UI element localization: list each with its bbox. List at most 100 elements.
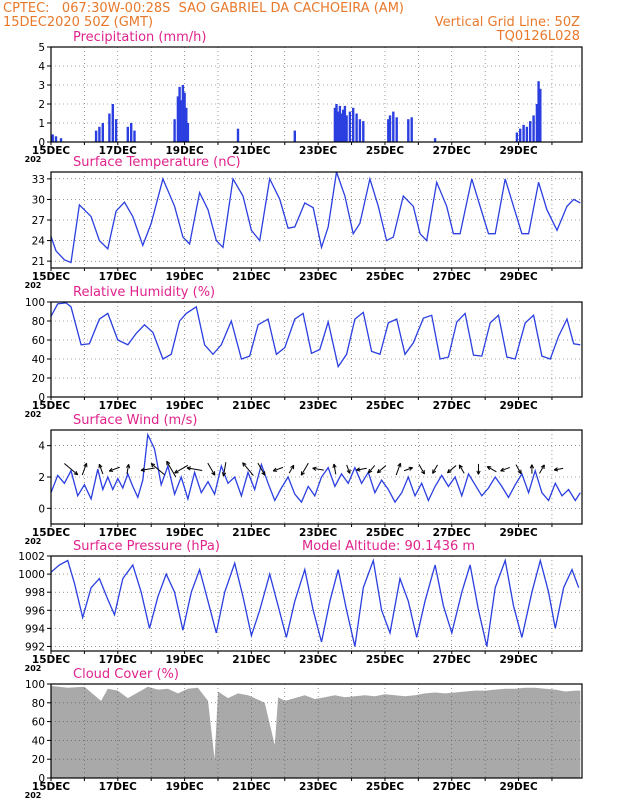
y-tick-label: 24 <box>32 236 46 248</box>
precip-bar <box>54 136 58 142</box>
x-tick-label: 23DEC <box>299 145 338 157</box>
wind-arrow-head <box>377 471 382 474</box>
y-tick-label: 40 <box>32 735 45 747</box>
wind-arrow <box>126 464 130 475</box>
precip-bar <box>522 124 525 142</box>
wind-arrow <box>487 466 497 473</box>
precip-bar <box>387 119 390 142</box>
x-tick-label: 17DEC <box>99 527 138 539</box>
wind-arrow <box>98 464 104 475</box>
x-tick-label: 27DEC <box>433 781 472 793</box>
precip-bar <box>345 115 348 142</box>
wind-arrow-head <box>486 466 490 471</box>
x-tick-label: 19DEC <box>165 527 204 539</box>
x-tick-label: 19DEC <box>165 781 204 793</box>
precip-bar <box>335 104 338 142</box>
precip-bar <box>126 126 129 142</box>
y-tick-label: 100 <box>25 679 45 691</box>
wind-arrow <box>368 465 376 474</box>
precip-bar <box>535 104 539 142</box>
precip-bar <box>114 119 118 142</box>
y-tick-label: 1 <box>38 118 45 130</box>
y-tick-label: 1002 <box>18 551 45 563</box>
precip-bar <box>358 119 362 142</box>
precip-bar <box>515 132 519 142</box>
wind-arrow-head <box>409 467 413 471</box>
precip-bar <box>94 130 98 142</box>
wind-arrow-head <box>272 467 277 472</box>
wind-arrow-head <box>333 463 337 468</box>
precip-bar <box>539 88 542 142</box>
y-tick-label: 80 <box>32 316 45 328</box>
precip-bar <box>407 119 410 142</box>
wind-arrow-head <box>356 467 360 471</box>
panel-title: Surface Temperature (nC) <box>73 155 241 170</box>
x-tick-label: 29DEC <box>499 145 538 157</box>
x-tick-label: 29DEC <box>499 527 538 539</box>
y-tick-label: 60 <box>32 335 45 347</box>
wind-arrow <box>403 467 413 472</box>
wind-arrow-head <box>166 460 171 464</box>
precip-bar <box>111 104 114 142</box>
wind-arrow <box>346 464 351 474</box>
wind-arrow-head <box>420 471 425 475</box>
panel-4 <box>47 555 583 654</box>
wind-arrow <box>174 464 189 474</box>
wind-arrow-head <box>83 462 87 467</box>
precip-bar <box>537 81 540 142</box>
precip-bar <box>337 111 340 142</box>
wind-arrow <box>81 463 88 476</box>
panel-0 <box>47 46 583 145</box>
wind-arrow-head <box>108 467 113 472</box>
precip-bar <box>532 115 535 142</box>
x-year-label: 202 <box>25 791 42 800</box>
panel-frame <box>50 46 583 143</box>
x-tick-label: 25DEC <box>366 654 405 666</box>
panel-frame <box>50 171 583 269</box>
precip-bar <box>186 123 190 142</box>
wind-arrow-head <box>332 463 335 468</box>
y-tick-label: 4 <box>38 61 45 73</box>
wind-arrow-head <box>356 469 361 472</box>
wind-arrow-head <box>211 472 216 476</box>
x-tick-label: 27DEC <box>433 271 472 283</box>
wind-arrow <box>515 464 522 474</box>
y-tick-label: 0 <box>38 392 45 404</box>
wind-arrow-head <box>531 464 535 469</box>
y-tick-label: 994 <box>25 623 45 635</box>
panel-3 <box>47 429 583 527</box>
precip-bar <box>342 109 345 142</box>
y-tick-label: 30 <box>32 194 45 206</box>
wind-arrow <box>356 467 367 471</box>
wind-arrow <box>395 463 401 476</box>
panel-2 <box>47 301 583 400</box>
wind-arrow-head <box>221 472 224 477</box>
wind-arrow <box>257 462 266 476</box>
y-tick-label: 33 <box>32 174 45 186</box>
wind-arrow <box>109 466 120 472</box>
x-tick-label: 19DEC <box>165 145 204 157</box>
y-tick-label: 996 <box>25 605 45 617</box>
series-line <box>50 432 581 504</box>
wind-arrow-head <box>459 464 463 468</box>
panel-title: Surface Wind (m/s) <box>73 413 197 428</box>
wind-arrow <box>432 464 438 474</box>
precip-bar <box>362 121 365 142</box>
x-tick-label: 19DEC <box>165 271 204 283</box>
wind-arrow <box>312 467 324 471</box>
y-tick-label: 3 <box>38 80 45 92</box>
panel-frame <box>50 429 583 525</box>
wind-arrow-head <box>128 464 131 469</box>
wind-arrow <box>447 465 457 474</box>
wind-arrow <box>554 467 564 471</box>
wind-arrow-head <box>174 469 178 474</box>
x-tick-label: 21DEC <box>232 781 271 793</box>
precip-bar <box>525 126 529 142</box>
wind-arrow-head <box>186 466 192 469</box>
y-tick-label: 27 <box>32 215 45 227</box>
x-tick-label: 25DEC <box>366 527 405 539</box>
x-tick-label: 23DEC <box>299 781 338 793</box>
wind-arrow-head <box>150 463 154 468</box>
precip-bar <box>108 113 111 142</box>
precip-bar <box>529 121 532 142</box>
